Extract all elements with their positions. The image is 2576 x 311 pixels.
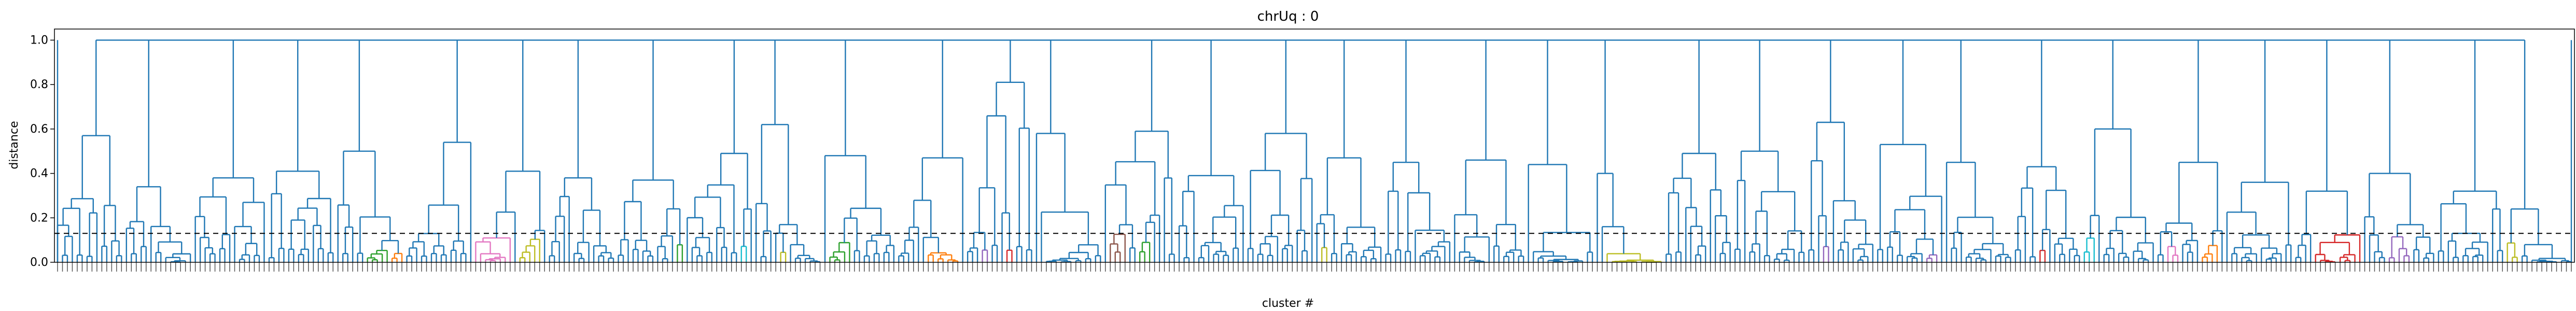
- y-tick-label: 1.0: [30, 34, 48, 47]
- x-axis-label: cluster #: [1262, 297, 1314, 310]
- x-axis-leaf-ticks: [57, 262, 2572, 272]
- chart-title: chrUq : 0: [1257, 9, 1319, 24]
- y-tick-label: 0.6: [30, 123, 48, 136]
- y-tick-label: 0.2: [30, 211, 48, 224]
- plot-frame: [54, 29, 2575, 263]
- y-tick-label: 0.0: [30, 256, 48, 269]
- y-tick-label: 0.8: [30, 78, 48, 91]
- y-axis-label: distance: [8, 121, 21, 169]
- dendrogram-links: [57, 39, 2572, 263]
- y-tick-label: 0.4: [30, 167, 48, 180]
- y-axis-ticks: 0.0 0.2 0.4 0.6 0.8 1.0: [30, 34, 54, 269]
